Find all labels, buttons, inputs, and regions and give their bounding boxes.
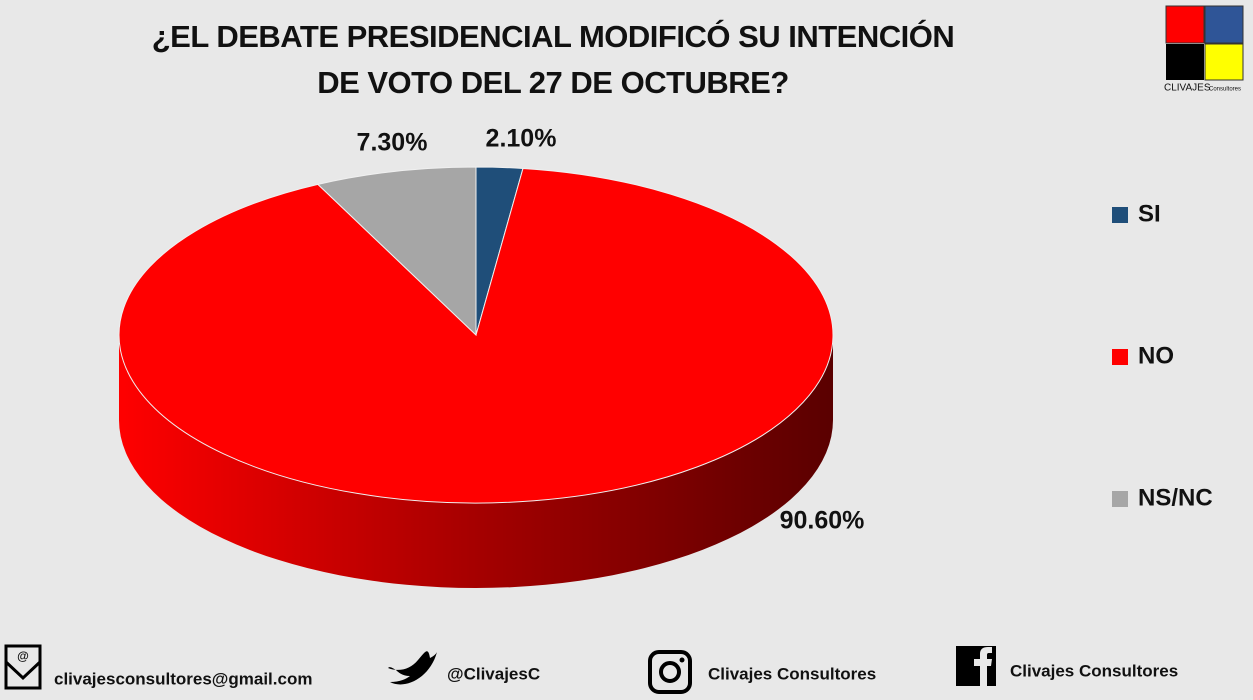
svg-text:@: @ bbox=[17, 649, 29, 663]
instagram-icon bbox=[648, 650, 692, 694]
facebook: Clivajes Consultores bbox=[1010, 661, 1178, 680]
pie-tops bbox=[118, 166, 834, 504]
logo-sub: Consultores bbox=[1209, 87, 1241, 93]
email: clivajesconsultores@gmail.com bbox=[54, 669, 312, 688]
footer: @ clivajesconsultores@gmail.com @Clivaje… bbox=[4, 644, 1178, 694]
pie-slice bbox=[118, 167, 834, 504]
pie-slice-side bbox=[119, 335, 833, 588]
legend-swatch bbox=[1112, 491, 1128, 507]
facebook-icon bbox=[956, 646, 996, 686]
email-icon: @ bbox=[4, 644, 42, 690]
data-label: 90.60% bbox=[780, 507, 865, 535]
chart-title: ¿EL DEBATE PRESIDENCIAL MODIFICÓ SU INTE… bbox=[151, 19, 955, 100]
instagram: Clivajes Consultores bbox=[708, 664, 876, 683]
logo-name: CLIVAJES bbox=[1164, 83, 1211, 94]
twitter-icon bbox=[388, 651, 437, 685]
legend-label: SI bbox=[1138, 200, 1161, 227]
data-label: 2.10% bbox=[486, 125, 557, 153]
pie-slice bbox=[316, 166, 477, 337]
pie-sides bbox=[119, 335, 833, 588]
twitter: @ClivajesC bbox=[447, 664, 540, 683]
legend-label: NS/NC bbox=[1138, 484, 1213, 511]
legend-label: NO bbox=[1138, 342, 1174, 369]
legend-swatch bbox=[1112, 349, 1128, 365]
legend-swatch bbox=[1112, 207, 1128, 223]
data-label: 7.30% bbox=[357, 129, 428, 157]
logo: CLIVAJES Consultores bbox=[1164, 5, 1244, 94]
